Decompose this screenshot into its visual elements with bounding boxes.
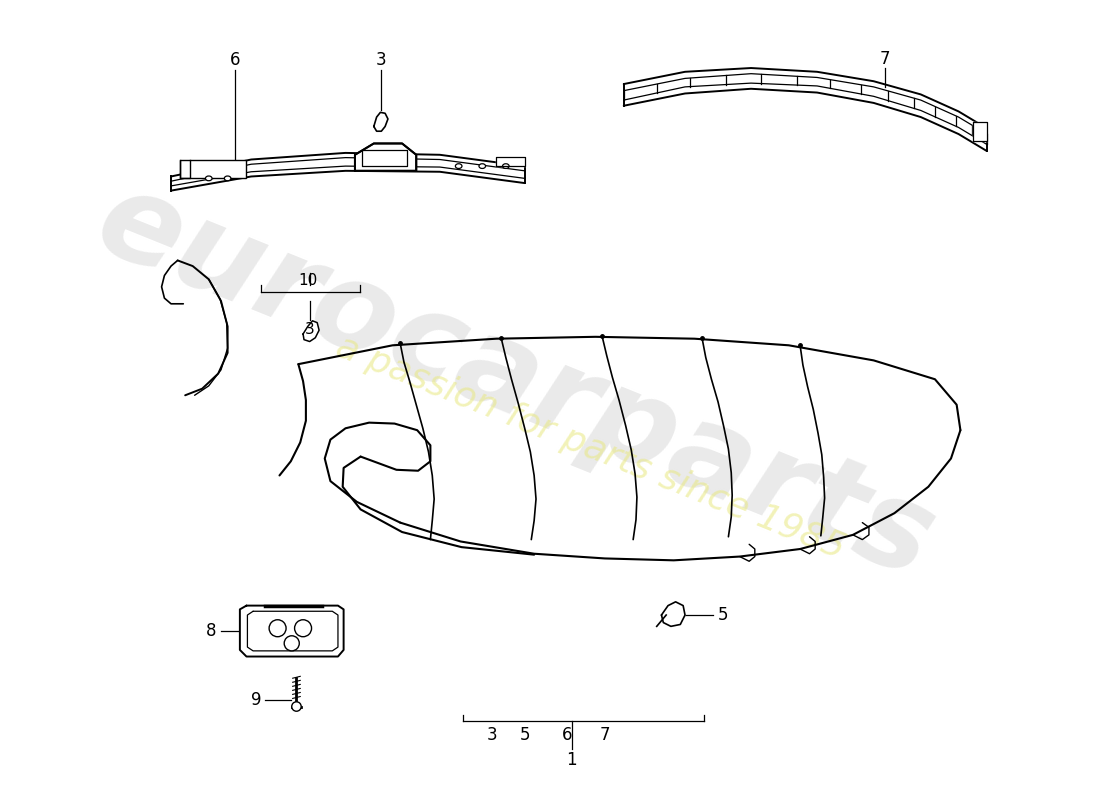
Bar — [180, 159, 246, 178]
Text: 3: 3 — [376, 51, 387, 70]
Circle shape — [292, 702, 301, 711]
Circle shape — [284, 636, 299, 651]
Polygon shape — [496, 157, 525, 166]
Text: 6: 6 — [230, 51, 241, 70]
Ellipse shape — [478, 164, 485, 169]
Polygon shape — [304, 321, 319, 342]
Polygon shape — [355, 143, 416, 171]
Text: 8: 8 — [207, 622, 217, 640]
Text: 9: 9 — [251, 691, 261, 709]
Text: 1: 1 — [566, 751, 578, 770]
Ellipse shape — [206, 176, 212, 181]
Text: 3: 3 — [486, 726, 497, 744]
Text: a passion for parts since 1985: a passion for parts since 1985 — [331, 329, 850, 565]
Ellipse shape — [224, 176, 231, 181]
Ellipse shape — [455, 164, 462, 169]
Text: 7: 7 — [880, 50, 890, 67]
Polygon shape — [661, 602, 685, 626]
Ellipse shape — [503, 164, 509, 169]
Text: 10: 10 — [298, 273, 318, 288]
Circle shape — [270, 620, 286, 637]
Text: eurocarparts: eurocarparts — [80, 160, 950, 602]
Circle shape — [295, 620, 311, 637]
Text: 5: 5 — [519, 726, 530, 744]
Text: 5: 5 — [717, 606, 728, 624]
Text: 7: 7 — [600, 726, 610, 744]
Text: 6: 6 — [562, 726, 572, 744]
Text: 3: 3 — [305, 322, 315, 337]
Polygon shape — [972, 122, 987, 141]
Polygon shape — [240, 606, 343, 657]
Polygon shape — [374, 112, 388, 131]
